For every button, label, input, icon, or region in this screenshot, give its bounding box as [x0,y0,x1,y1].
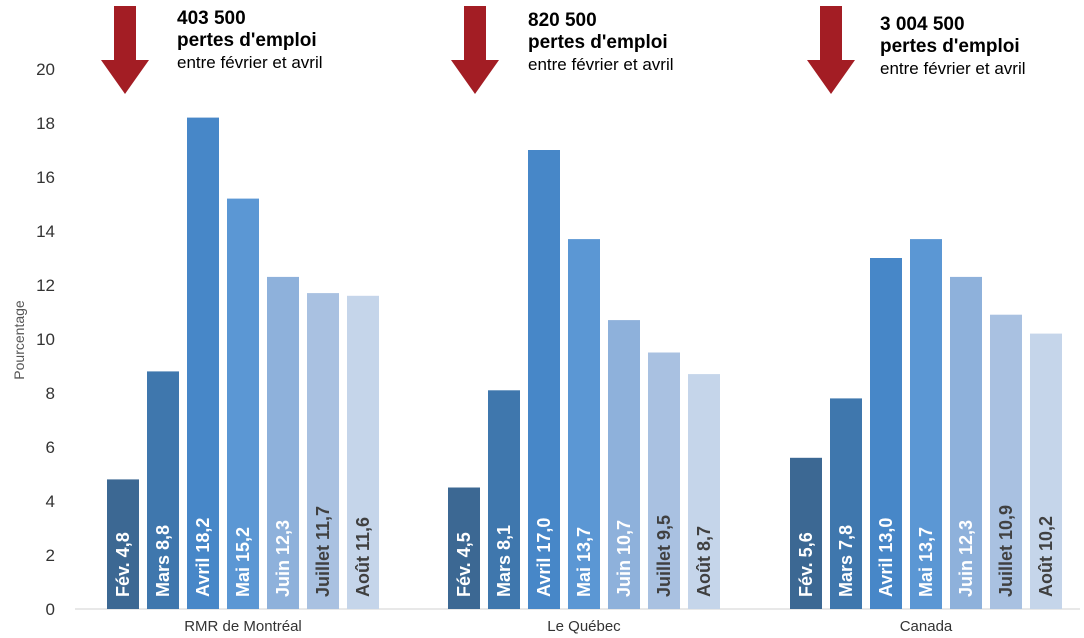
annotation-line2: entre février et avril [880,59,1026,78]
annotation-quebec: 820 500 pertes d'emploi entre février et… [528,10,674,76]
annotation-number: 820 500 [528,10,597,31]
bar [688,374,720,609]
annotation-line1: pertes d'emploi [528,32,668,53]
bar-label: Juin 12,3 [956,520,976,597]
bar-label: Avril 13,0 [876,518,896,597]
bar-label: Juillet 11,7 [313,506,333,597]
y-tick-label: 18 [36,114,55,133]
bar [568,239,600,609]
bar [870,258,902,609]
bar [608,320,640,609]
y-tick-label: 0 [46,600,55,619]
down-arrow-icon [451,6,499,94]
bar-label: Août 10,2 [1036,516,1056,597]
annotation-montreal: 403 500 pertes d'emploi entre février et… [177,8,323,74]
bar [790,457,822,609]
bar [347,295,379,609]
annotation-canada: 3 004 500 pertes d'emploi entre février … [880,14,1026,80]
bar [830,398,862,609]
bar-label: Mai 13,7 [916,527,936,597]
y-tick-label: 8 [46,384,55,403]
bar-label: Mars 7,8 [836,525,856,597]
bar [147,371,179,609]
bar [187,117,219,609]
down-arrow-icon [101,6,149,94]
annotation-number: 403 500 [177,8,246,29]
bar [267,276,299,609]
y-tick-label: 4 [46,492,55,511]
bar-label: Avril 18,2 [193,518,213,597]
bar-label: Juillet 9,5 [654,515,674,597]
bar-label: Mai 13,7 [574,527,594,597]
bar [648,352,680,609]
annotation-line1: pertes d'emploi [177,30,317,51]
bar-label: Fév. 4,5 [454,532,474,597]
y-tick-label: 16 [36,168,55,187]
y-tick-label: 12 [36,276,55,295]
bar-label: Mars 8,8 [153,525,173,597]
bar-label: Mai 15,2 [233,527,253,597]
bar-label: Fév. 5,6 [796,532,816,597]
bar [107,479,139,609]
bar-label: Mars 8,1 [494,525,514,597]
y-tick-label: 14 [36,222,55,241]
category-label: RMR de Montréal [184,618,302,635]
bar-label: Juin 12,3 [273,520,293,597]
bar-label: Août 8,7 [694,526,714,597]
annotation-line1: pertes d'emploi [880,36,1020,57]
annotation-line2: entre février et avril [177,53,323,72]
y-tick-label: 20 [36,60,55,79]
y-tick-label: 6 [46,438,55,457]
bar [488,390,520,609]
y-axis-label: Pourcentage [11,300,27,380]
annotation-number: 3 004 500 [880,14,965,35]
y-tick-label: 10 [36,330,55,349]
bar [307,293,339,609]
down-arrow-icon [807,6,855,94]
bar [1030,333,1062,609]
annotation-line2: entre février et avril [528,55,674,74]
bar [990,314,1022,609]
bar [227,198,259,609]
bar-label: Avril 17,0 [534,518,554,597]
y-tick-label: 2 [46,546,55,565]
bar [910,239,942,609]
bar-label: Fév. 4,8 [113,532,133,597]
bar-label: Juin 10,7 [614,520,634,597]
category-label: Canada [900,618,953,635]
bar-label: Juillet 10,9 [996,505,1016,597]
bar-label: Août 11,6 [353,517,373,597]
bar [528,150,560,609]
bar [448,487,480,609]
category-label: Le Québec [547,618,621,635]
bar [950,276,982,609]
